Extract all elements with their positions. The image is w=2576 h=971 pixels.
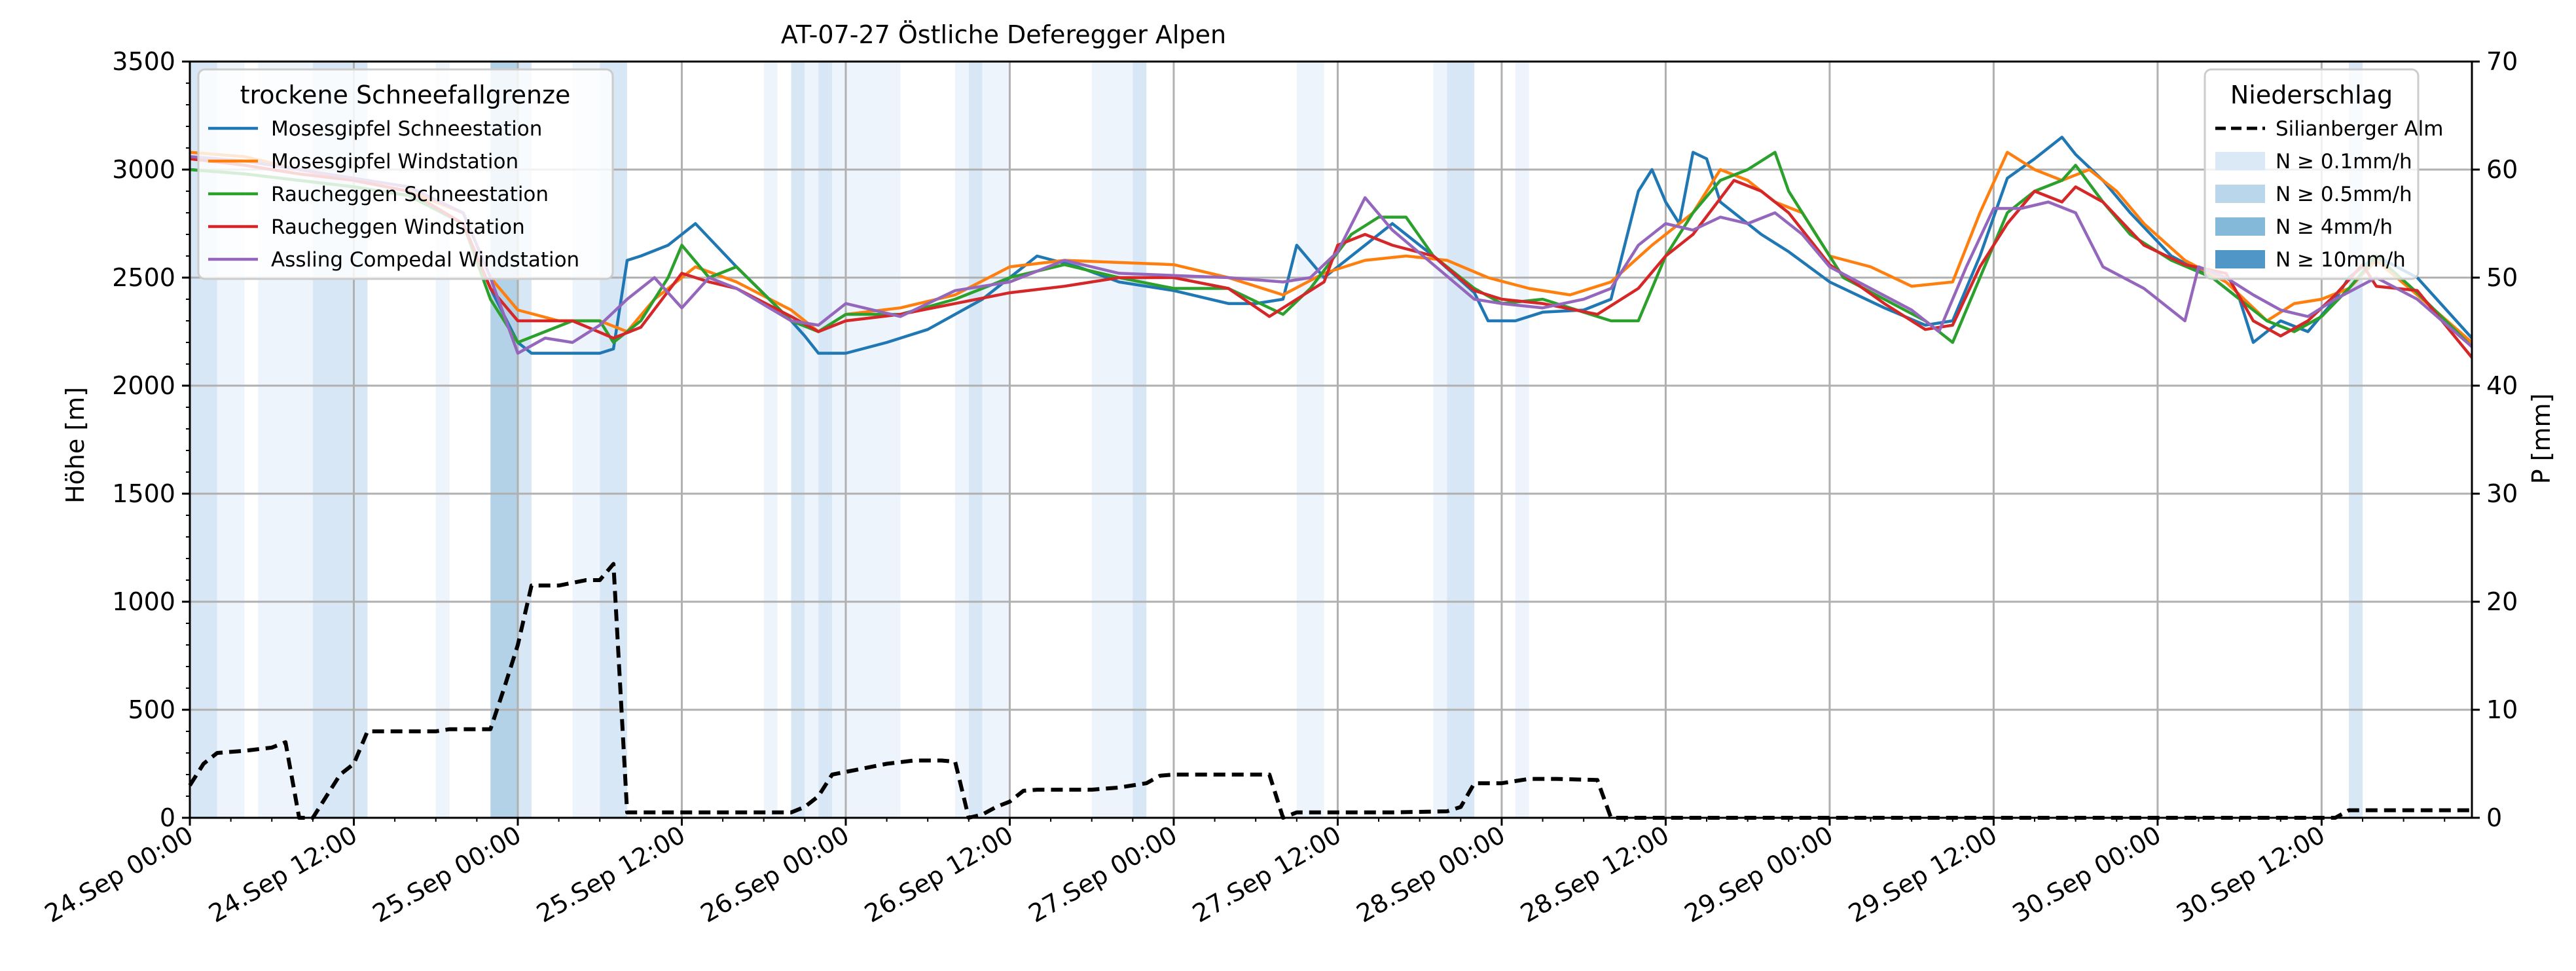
y-tick-label-right: 0 (2486, 803, 2502, 832)
precip-band (954, 62, 969, 818)
x-tick-label: 24.Sep 12:00 (204, 820, 362, 928)
precip-band (1433, 62, 1447, 818)
x-tick-label: 29.Sep 12:00 (1843, 820, 2002, 928)
axes (189, 60, 2473, 819)
x-tick-label: 28.Sep 00:00 (1352, 820, 1510, 928)
y-axis-label-left: Höhe [m] (61, 387, 90, 504)
legend-snow-frame (197, 68, 614, 280)
x-tick-label: 27.Sep 00:00 (1024, 820, 1182, 928)
legend-entry: Raucheggen Schneestation (271, 183, 549, 206)
legend-entry: Mosesgipfel Schneestation (271, 117, 542, 141)
legend-entry: Assling Compedal Windstation (271, 248, 579, 272)
legend-entry: N ≥ 10mm/h (2276, 248, 2406, 272)
legend-snow-title: trockene Schneefallgrenze (240, 81, 571, 109)
y-tick-label-right: 30 (2486, 479, 2518, 508)
y-tick-label-right: 60 (2486, 155, 2518, 184)
x-tick-label: 26.Sep 00:00 (696, 820, 854, 928)
precip-band (763, 62, 778, 818)
series-line-5 (189, 155, 2473, 355)
x-tick-label: 26.Sep 12:00 (860, 820, 1018, 928)
precip-band (1296, 62, 1324, 818)
x-tick-label: 28.Sep 12:00 (1515, 820, 1674, 928)
y-tick-label-left: 500 (128, 695, 175, 724)
legend-precip-line-label: Silianberger Alm (2276, 117, 2443, 141)
x-tick-label: 30.Sep 00:00 (2008, 820, 2166, 928)
y-tick-label-right: 20 (2486, 587, 2518, 616)
y-ticks-left: 0 500 1000 1500 2000 2500 3000 3500 (112, 47, 190, 832)
legend-swatch (2215, 185, 2265, 203)
precip-band (968, 62, 983, 818)
x-tick-label: 25.Sep 00:00 (368, 820, 526, 928)
precip-band (1133, 62, 1147, 818)
precip-band (1515, 62, 1529, 818)
legend-entry: N ≥ 4mm/h (2276, 215, 2393, 239)
legend-entry: Mosesgipfel Windstation (271, 150, 518, 174)
y-axis-label-right: P [mm] (2527, 394, 2556, 485)
legend-precip-title: Niederschlag (2230, 81, 2393, 109)
precip-band (805, 62, 819, 818)
y-tick-label-left: 1500 (112, 479, 175, 508)
precip-band (818, 62, 833, 818)
legend-swatch (2215, 250, 2265, 268)
precip-band (832, 62, 901, 818)
series-lines (188, 136, 2473, 820)
y-tick-label-right: 40 (2486, 371, 2518, 400)
plot-frame (189, 60, 2473, 819)
legend-swatch (2215, 217, 2265, 236)
y-tick-label-right: 10 (2486, 695, 2518, 724)
precip-band (1447, 62, 1475, 818)
legend-swatch (2215, 152, 2265, 170)
chart-title: AT-07-27 Östliche Deferegger Alpen (781, 20, 1226, 49)
legend-precip: Niederschlag Silianberger Alm N ≥ 0.1mm/… (2204, 68, 2443, 280)
precip-line (188, 562, 2472, 820)
legend-entry: Raucheggen Windstation (271, 215, 525, 239)
y-tick-label-left: 2500 (112, 263, 175, 292)
legend-entry: N ≥ 0.5mm/h (2276, 183, 2412, 206)
x-tick-label: 24.Sep 00:00 (40, 820, 198, 928)
precip-band (982, 62, 1010, 818)
x-tick-label: 30.Sep 12:00 (2171, 820, 2330, 928)
x-tick-label: 25.Sep 12:00 (532, 820, 690, 928)
x-ticks: 24.Sep 00:00 24.Sep 12:00 25.Sep 00:00 25.S… (40, 818, 2446, 928)
y-tick-label-left: 1000 (112, 587, 175, 616)
y-tick-label-left: 3500 (112, 47, 175, 76)
legend-entry: N ≥ 0.1mm/h (2276, 150, 2412, 174)
y-tick-label-right: 70 (2486, 47, 2518, 76)
series-line-4 (189, 157, 2473, 359)
y-tick-label-right: 50 (2486, 263, 2518, 292)
y-tick-label-left: 0 (160, 803, 175, 832)
precip-band (1091, 62, 1133, 818)
precip-band (791, 62, 805, 818)
x-tick-label: 27.Sep 12:00 (1188, 820, 1346, 928)
series-line-2 (189, 151, 2473, 344)
y-tick-label-left: 2000 (112, 371, 175, 400)
legend-snow: trockene Schneefallgrenze Mosesgipfel Sc… (197, 68, 614, 280)
y-tick-label-left: 3000 (112, 155, 175, 184)
x-tick-label: 29.Sep 00:00 (1680, 820, 1838, 928)
y-ticks-right: 0 10 20 30 40 50 60 70 (2472, 47, 2518, 832)
